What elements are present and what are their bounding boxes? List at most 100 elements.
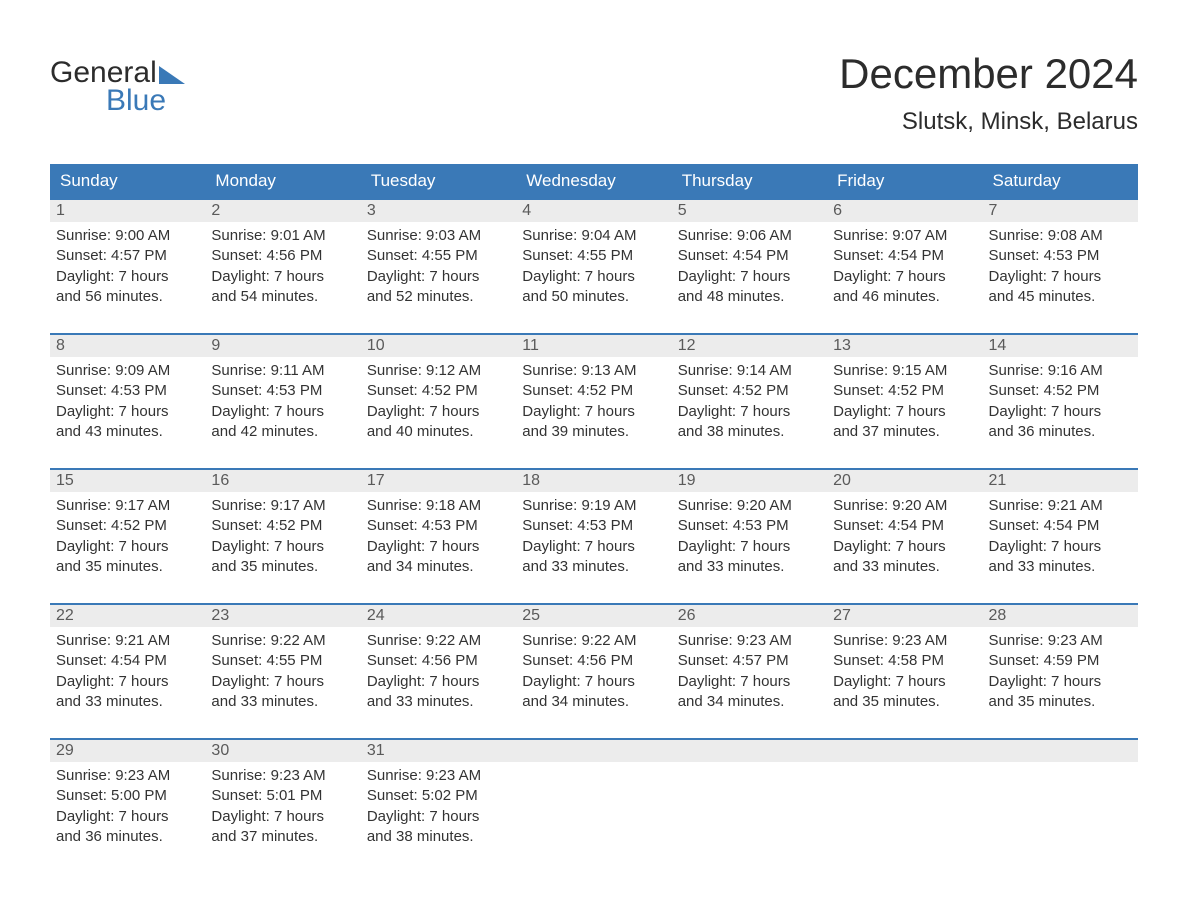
day-cell: 14Sunrise: 9:16 AMSunset: 4:52 PMDayligh…	[983, 335, 1138, 448]
day-d2: and 33 minutes.	[211, 692, 354, 712]
day-d1: Daylight: 7 hours	[678, 402, 821, 422]
day-cell: 7Sunrise: 9:08 AMSunset: 4:53 PMDaylight…	[983, 200, 1138, 313]
day-body: Sunrise: 9:20 AMSunset: 4:53 PMDaylight:…	[672, 492, 827, 583]
day-body: Sunrise: 9:01 AMSunset: 4:56 PMDaylight:…	[205, 222, 360, 313]
day-sunset: Sunset: 4:54 PM	[833, 516, 976, 536]
day-sunrise: Sunrise: 9:23 AM	[367, 766, 510, 786]
day-sunset: Sunset: 4:57 PM	[56, 246, 199, 266]
day-sunset: Sunset: 4:52 PM	[56, 516, 199, 536]
day-body: Sunrise: 9:13 AMSunset: 4:52 PMDaylight:…	[516, 357, 671, 448]
day-number: 6	[827, 200, 982, 222]
day-number: 25	[516, 605, 671, 627]
day-number: 2	[205, 200, 360, 222]
day-d1: Daylight: 7 hours	[678, 537, 821, 557]
day-number: 27	[827, 605, 982, 627]
day-d1: Daylight: 7 hours	[56, 537, 199, 557]
calendar-header-cell: Sunday	[50, 164, 205, 198]
day-d1: Daylight: 7 hours	[989, 402, 1132, 422]
day-cell: 22Sunrise: 9:21 AMSunset: 4:54 PMDayligh…	[50, 605, 205, 718]
day-d1: Daylight: 7 hours	[56, 672, 199, 692]
day-number: 12	[672, 335, 827, 357]
location-text: Slutsk, Minsk, Belarus	[839, 108, 1138, 136]
day-cell	[983, 740, 1138, 853]
day-sunrise: Sunrise: 9:17 AM	[56, 496, 199, 516]
day-d2: and 33 minutes.	[833, 557, 976, 577]
day-body: Sunrise: 9:23 AMSunset: 4:57 PMDaylight:…	[672, 627, 827, 718]
day-cell: 11Sunrise: 9:13 AMSunset: 4:52 PMDayligh…	[516, 335, 671, 448]
day-body: Sunrise: 9:08 AMSunset: 4:53 PMDaylight:…	[983, 222, 1138, 313]
day-number: 13	[827, 335, 982, 357]
day-d1: Daylight: 7 hours	[833, 672, 976, 692]
day-d1: Daylight: 7 hours	[522, 402, 665, 422]
day-cell: 28Sunrise: 9:23 AMSunset: 4:59 PMDayligh…	[983, 605, 1138, 718]
day-cell: 4Sunrise: 9:04 AMSunset: 4:55 PMDaylight…	[516, 200, 671, 313]
triangle-icon	[159, 66, 185, 84]
day-number: 28	[983, 605, 1138, 627]
weeks-container: 1Sunrise: 9:00 AMSunset: 4:57 PMDaylight…	[50, 198, 1138, 853]
day-number: 5	[672, 200, 827, 222]
day-number: 31	[361, 740, 516, 762]
day-number	[983, 740, 1138, 762]
top-header: General Blue December 2024 Slutsk, Minsk…	[50, 50, 1138, 136]
day-sunrise: Sunrise: 9:13 AM	[522, 361, 665, 381]
day-cell: 12Sunrise: 9:14 AMSunset: 4:52 PMDayligh…	[672, 335, 827, 448]
day-d1: Daylight: 7 hours	[833, 402, 976, 422]
day-d2: and 45 minutes.	[989, 287, 1132, 307]
day-sunset: Sunset: 4:58 PM	[833, 651, 976, 671]
calendar: SundayMondayTuesdayWednesdayThursdayFrid…	[50, 164, 1138, 853]
day-body: Sunrise: 9:23 AMSunset: 5:01 PMDaylight:…	[205, 762, 360, 853]
day-d2: and 52 minutes.	[367, 287, 510, 307]
day-number: 26	[672, 605, 827, 627]
day-d2: and 33 minutes.	[56, 692, 199, 712]
day-body: Sunrise: 9:19 AMSunset: 4:53 PMDaylight:…	[516, 492, 671, 583]
day-d2: and 35 minutes.	[211, 557, 354, 577]
day-cell: 30Sunrise: 9:23 AMSunset: 5:01 PMDayligh…	[205, 740, 360, 853]
day-number: 14	[983, 335, 1138, 357]
day-sunrise: Sunrise: 9:16 AM	[989, 361, 1132, 381]
day-sunset: Sunset: 4:55 PM	[367, 246, 510, 266]
day-d1: Daylight: 7 hours	[56, 402, 199, 422]
day-cell: 2Sunrise: 9:01 AMSunset: 4:56 PMDaylight…	[205, 200, 360, 313]
day-body: Sunrise: 9:00 AMSunset: 4:57 PMDaylight:…	[50, 222, 205, 313]
day-cell: 10Sunrise: 9:12 AMSunset: 4:52 PMDayligh…	[361, 335, 516, 448]
day-number: 19	[672, 470, 827, 492]
day-d1: Daylight: 7 hours	[367, 267, 510, 287]
day-d1: Daylight: 7 hours	[56, 267, 199, 287]
day-number: 16	[205, 470, 360, 492]
day-body: Sunrise: 9:21 AMSunset: 4:54 PMDaylight:…	[983, 492, 1138, 583]
day-sunrise: Sunrise: 9:22 AM	[522, 631, 665, 651]
day-body: Sunrise: 9:04 AMSunset: 4:55 PMDaylight:…	[516, 222, 671, 313]
day-cell: 3Sunrise: 9:03 AMSunset: 4:55 PMDaylight…	[361, 200, 516, 313]
day-d2: and 36 minutes.	[989, 422, 1132, 442]
day-d2: and 42 minutes.	[211, 422, 354, 442]
day-sunset: Sunset: 4:54 PM	[678, 246, 821, 266]
day-body: Sunrise: 9:11 AMSunset: 4:53 PMDaylight:…	[205, 357, 360, 448]
day-cell: 21Sunrise: 9:21 AMSunset: 4:54 PMDayligh…	[983, 470, 1138, 583]
day-body: Sunrise: 9:03 AMSunset: 4:55 PMDaylight:…	[361, 222, 516, 313]
calendar-header-cell: Wednesday	[516, 164, 671, 198]
day-d2: and 40 minutes.	[367, 422, 510, 442]
day-d1: Daylight: 7 hours	[522, 267, 665, 287]
day-sunrise: Sunrise: 9:22 AM	[367, 631, 510, 651]
day-d1: Daylight: 7 hours	[522, 672, 665, 692]
day-d1: Daylight: 7 hours	[367, 807, 510, 827]
day-d1: Daylight: 7 hours	[522, 537, 665, 557]
day-sunrise: Sunrise: 9:11 AM	[211, 361, 354, 381]
title-block: December 2024 Slutsk, Minsk, Belarus	[839, 50, 1138, 136]
day-d1: Daylight: 7 hours	[211, 267, 354, 287]
day-d1: Daylight: 7 hours	[367, 537, 510, 557]
day-d2: and 35 minutes.	[989, 692, 1132, 712]
day-body: Sunrise: 9:16 AMSunset: 4:52 PMDaylight:…	[983, 357, 1138, 448]
day-d2: and 38 minutes.	[678, 422, 821, 442]
day-sunset: Sunset: 4:53 PM	[367, 516, 510, 536]
day-sunrise: Sunrise: 9:17 AM	[211, 496, 354, 516]
day-body: Sunrise: 9:06 AMSunset: 4:54 PMDaylight:…	[672, 222, 827, 313]
day-sunset: Sunset: 4:52 PM	[989, 381, 1132, 401]
day-d2: and 34 minutes.	[678, 692, 821, 712]
day-sunrise: Sunrise: 9:15 AM	[833, 361, 976, 381]
day-sunset: Sunset: 4:53 PM	[56, 381, 199, 401]
day-cell: 15Sunrise: 9:17 AMSunset: 4:52 PMDayligh…	[50, 470, 205, 583]
day-d1: Daylight: 7 hours	[211, 672, 354, 692]
day-number: 30	[205, 740, 360, 762]
day-sunset: Sunset: 4:56 PM	[367, 651, 510, 671]
